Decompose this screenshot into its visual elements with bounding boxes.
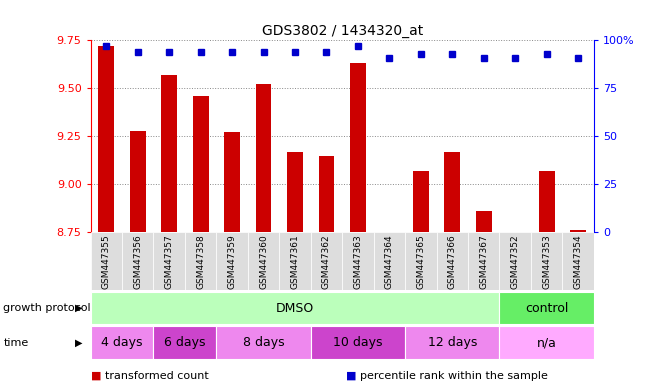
Text: control: control (525, 302, 568, 314)
Bar (319, 156, 334, 232)
Text: GSM447366: GSM447366 (448, 234, 457, 289)
Text: GSM447358: GSM447358 (196, 234, 205, 289)
Text: GSM447355: GSM447355 (102, 234, 111, 289)
Text: GSM447352: GSM447352 (511, 234, 520, 289)
Bar (350, 63, 366, 232)
Bar (287, 152, 303, 232)
FancyBboxPatch shape (248, 232, 279, 290)
Bar (507, 232, 523, 267)
FancyBboxPatch shape (499, 292, 594, 324)
Text: 10 days: 10 days (333, 336, 382, 349)
FancyBboxPatch shape (531, 232, 562, 290)
Text: GSM447362: GSM447362 (322, 234, 331, 289)
Text: 6 days: 6 days (164, 336, 206, 349)
FancyBboxPatch shape (342, 232, 374, 290)
Text: GSM447357: GSM447357 (164, 234, 174, 289)
Bar (161, 75, 177, 232)
FancyBboxPatch shape (374, 232, 405, 290)
FancyBboxPatch shape (185, 232, 216, 290)
Text: DMSO: DMSO (276, 302, 314, 314)
FancyBboxPatch shape (216, 326, 311, 359)
FancyBboxPatch shape (311, 326, 405, 359)
Bar (99, 46, 114, 232)
Text: GSM447364: GSM447364 (385, 234, 394, 289)
Text: 12 days: 12 days (427, 336, 477, 349)
Bar (570, 230, 586, 232)
FancyBboxPatch shape (405, 326, 499, 359)
Text: GSM447363: GSM447363 (354, 234, 362, 289)
FancyBboxPatch shape (405, 232, 437, 290)
FancyBboxPatch shape (154, 326, 216, 359)
Text: growth protocol: growth protocol (3, 303, 91, 313)
Bar (130, 131, 146, 232)
FancyBboxPatch shape (91, 232, 122, 290)
Text: transformed count: transformed count (105, 371, 209, 381)
Text: 8 days: 8 days (243, 336, 285, 349)
Text: GSM447354: GSM447354 (574, 234, 582, 289)
FancyBboxPatch shape (279, 232, 311, 290)
FancyBboxPatch shape (91, 326, 154, 359)
Text: time: time (3, 338, 29, 348)
FancyBboxPatch shape (91, 292, 499, 324)
Text: percentile rank within the sample: percentile rank within the sample (360, 371, 548, 381)
FancyBboxPatch shape (216, 232, 248, 290)
FancyBboxPatch shape (499, 232, 531, 290)
Text: GSM447360: GSM447360 (259, 234, 268, 289)
FancyBboxPatch shape (562, 232, 594, 290)
Text: n/a: n/a (537, 336, 556, 349)
FancyBboxPatch shape (122, 232, 154, 290)
Bar (476, 211, 492, 232)
Bar (413, 171, 429, 232)
Bar (224, 132, 240, 232)
FancyBboxPatch shape (499, 326, 594, 359)
Text: GSM447359: GSM447359 (227, 234, 237, 289)
FancyBboxPatch shape (468, 232, 499, 290)
Bar (256, 84, 272, 232)
FancyBboxPatch shape (154, 232, 185, 290)
Text: ■: ■ (346, 371, 356, 381)
Text: GSM447365: GSM447365 (416, 234, 425, 289)
Text: 4 days: 4 days (101, 336, 143, 349)
Bar (539, 171, 554, 232)
Text: GSM447353: GSM447353 (542, 234, 551, 289)
Text: ■: ■ (91, 371, 101, 381)
Text: GSM447361: GSM447361 (291, 234, 299, 289)
Text: GSM447367: GSM447367 (479, 234, 488, 289)
Bar (444, 152, 460, 232)
Text: ▶: ▶ (74, 303, 83, 313)
Text: ▶: ▶ (74, 338, 83, 348)
Text: GSM447356: GSM447356 (134, 234, 142, 289)
Title: GDS3802 / 1434320_at: GDS3802 / 1434320_at (262, 24, 423, 38)
Bar (382, 232, 397, 267)
FancyBboxPatch shape (437, 232, 468, 290)
Bar (193, 96, 209, 232)
FancyBboxPatch shape (311, 232, 342, 290)
